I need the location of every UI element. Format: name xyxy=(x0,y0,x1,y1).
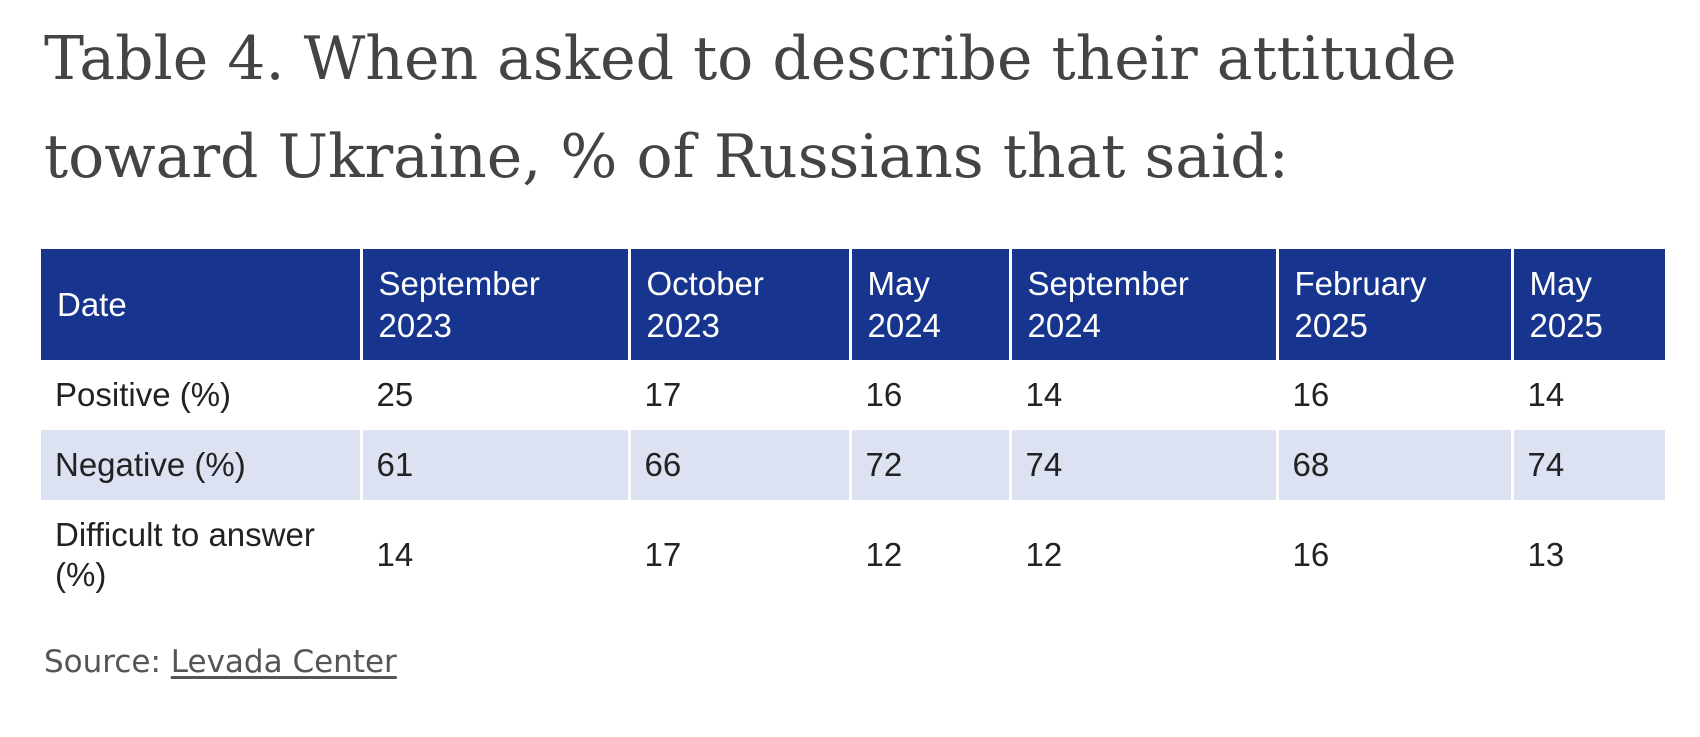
table-cell: 74 xyxy=(1512,430,1665,500)
data-table: Date September 2023 October 2023 May 202… xyxy=(41,249,1665,610)
source-link[interactable]: Levada Center xyxy=(170,644,397,680)
table-cell: 16 xyxy=(1277,500,1514,610)
column-header-date: Date xyxy=(41,249,363,360)
source-note: Source: Levada Center xyxy=(44,642,397,682)
table-cell: 61 xyxy=(361,430,631,500)
data-table-container: Date September 2023 October 2023 May 202… xyxy=(41,249,1665,610)
table-header-row: Date September 2023 October 2023 May 202… xyxy=(41,249,1665,360)
table-cell: 12 xyxy=(1010,500,1279,610)
column-header-october-2023: October 2023 xyxy=(629,249,852,360)
table-cell: 17 xyxy=(629,360,852,430)
source-prefix: Source: xyxy=(44,644,171,680)
table-cell: 74 xyxy=(1010,430,1279,500)
table-title: Table 4. When asked to describe their at… xyxy=(44,24,1457,192)
row-label-negative: Negative (%) xyxy=(41,430,363,500)
column-header-may-2025: May 2025 xyxy=(1512,249,1665,360)
table-cell: 72 xyxy=(850,430,1012,500)
column-header-september-2024: September 2024 xyxy=(1010,249,1279,360)
table-cell: 25 xyxy=(361,360,631,430)
table-row-positive: Positive (%) 25 17 16 14 16 14 xyxy=(41,360,1665,430)
table-cell: 14 xyxy=(1010,360,1279,430)
column-header-may-2024: May 2024 xyxy=(850,249,1012,360)
table-cell: 16 xyxy=(850,360,1012,430)
table-row-difficult: Difficult to answer (%) 14 17 12 12 16 1… xyxy=(41,500,1665,610)
row-label-difficult: Difficult to answer (%) xyxy=(41,500,363,610)
table-cell: 14 xyxy=(361,500,631,610)
table-cell: 68 xyxy=(1277,430,1514,500)
row-label-positive: Positive (%) xyxy=(41,360,363,430)
table-cell: 17 xyxy=(629,500,852,610)
table-row-negative: Negative (%) 61 66 72 74 68 74 xyxy=(41,430,1665,500)
table-cell: 14 xyxy=(1527,376,1565,413)
table-cell: 66 xyxy=(629,430,852,500)
table-cell: 12 xyxy=(850,500,1012,610)
table-cell: 13 xyxy=(1527,536,1565,573)
column-header-september-2023: September 2023 xyxy=(361,249,631,360)
table-cell: 16 xyxy=(1277,360,1514,430)
column-header-february-2025: February 2025 xyxy=(1277,249,1514,360)
